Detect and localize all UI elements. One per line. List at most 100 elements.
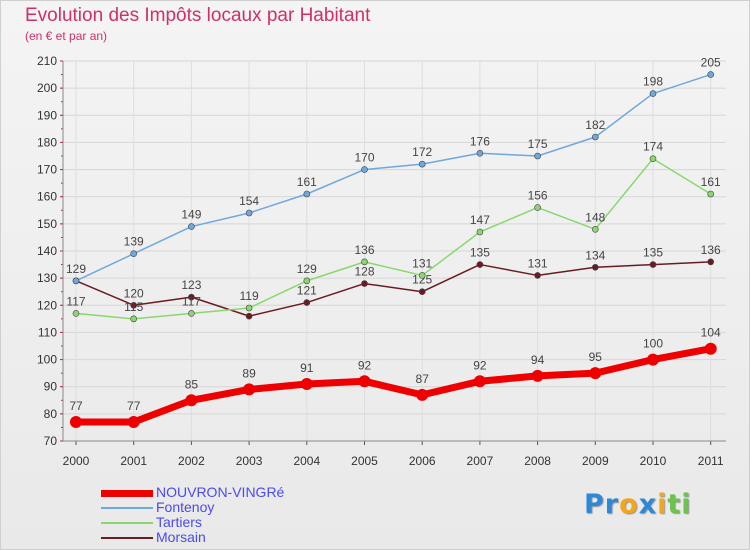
data-point <box>476 149 484 157</box>
data-label: 117 <box>66 294 85 308</box>
y-tick-label: 150 <box>37 217 57 231</box>
data-point <box>647 353 659 366</box>
x-tick-label: 2000 <box>63 454 90 468</box>
legend-item: NOUVRON-VINGRé <box>101 484 341 500</box>
data-label: 154 <box>239 194 259 208</box>
data-label: 128 <box>354 265 374 279</box>
data-point <box>188 293 195 301</box>
x-tick-label: 2008 <box>524 454 551 468</box>
data-label: 135 <box>470 246 490 260</box>
data-point <box>303 299 311 306</box>
data-label: 94 <box>531 353 545 367</box>
logo-letter: i <box>657 489 668 520</box>
legend-item: Morsain <box>101 529 341 545</box>
series-line <box>75 261 711 317</box>
data-label: 172 <box>412 145 432 159</box>
data-point <box>473 375 486 388</box>
data-point <box>704 342 717 355</box>
x-tick-label: 2007 <box>467 454 494 468</box>
data-point <box>130 250 137 258</box>
data-label: 125 <box>412 273 432 287</box>
data-label: 91 <box>300 361 314 375</box>
x-tick-label: 2004 <box>293 454 320 468</box>
data-label: 117 <box>182 294 201 308</box>
data-point <box>245 312 253 320</box>
data-label: 92 <box>473 358 487 372</box>
data-point <box>534 204 541 211</box>
y-tick-label: 100 <box>37 353 57 367</box>
data-point <box>130 315 137 323</box>
data-point <box>245 209 253 217</box>
data-label: 148 <box>585 210 605 224</box>
x-tick-label: 2005 <box>351 454 378 468</box>
data-point <box>127 416 140 428</box>
data-label: 174 <box>643 140 663 154</box>
data-point <box>418 160 426 168</box>
logo-letter: t <box>667 489 682 520</box>
y-tick-label: 170 <box>37 163 57 177</box>
data-label: 136 <box>354 243 374 257</box>
data-point <box>589 367 602 380</box>
data-point <box>243 383 256 396</box>
data-point <box>649 261 657 268</box>
legend-item: Tartiers <box>101 514 341 530</box>
data-point <box>707 71 715 78</box>
data-point <box>476 228 484 236</box>
data-point <box>534 272 541 279</box>
x-tick-label: 2006 <box>409 454 436 468</box>
logo-letter: x <box>638 489 658 520</box>
data-point <box>591 133 599 141</box>
y-tick-label: 190 <box>37 108 57 122</box>
data-label: 161 <box>701 175 721 189</box>
y-tick-label: 130 <box>37 271 57 285</box>
legend-label: Morsain <box>156 529 206 545</box>
data-point <box>188 310 195 317</box>
x-tick-label: 2010 <box>640 454 667 468</box>
data-label: 135 <box>643 246 663 260</box>
x-tick-label: 2011 <box>698 454 724 468</box>
legend-swatch <box>101 507 153 509</box>
data-label: 147 <box>470 213 490 227</box>
data-point <box>300 378 313 390</box>
data-point <box>361 258 368 266</box>
x-tick-label: 2003 <box>236 454 263 468</box>
data-label: 205 <box>701 56 721 70</box>
data-point <box>303 277 311 285</box>
data-label: 119 <box>240 289 259 303</box>
data-label: 104 <box>701 326 721 340</box>
data-label: 115 <box>124 300 143 314</box>
data-label: 156 <box>528 189 548 203</box>
y-tick-label: 180 <box>37 135 57 149</box>
data-label: 100 <box>643 337 663 351</box>
legend-swatch <box>101 522 153 524</box>
data-point <box>72 310 80 317</box>
data-label: 182 <box>585 118 605 132</box>
data-point <box>245 304 253 312</box>
x-tick-label: 2002 <box>178 454 205 468</box>
data-label: 129 <box>297 262 317 276</box>
legend-item: Fontenoy <box>101 499 341 515</box>
data-point <box>361 280 368 287</box>
series-line <box>75 73 711 282</box>
data-point <box>707 190 715 198</box>
data-point <box>476 261 484 268</box>
data-label: 175 <box>528 137 548 151</box>
data-point <box>416 388 429 401</box>
data-label: 131 <box>528 256 548 270</box>
data-point <box>418 272 426 279</box>
data-point <box>361 166 368 173</box>
y-tick-label: 80 <box>44 407 58 421</box>
data-point <box>649 155 657 163</box>
legend: NOUVRON-VINGRé Fontenoy Tartiers Morsain <box>101 484 341 545</box>
logo-letter: r <box>604 489 620 520</box>
data-point <box>188 223 195 230</box>
data-label: 139 <box>124 235 144 249</box>
x-tick-label: 2001 <box>120 454 147 468</box>
data-point <box>418 288 426 296</box>
logo-letter: P <box>584 489 605 520</box>
data-point <box>534 152 541 160</box>
data-point <box>72 277 80 285</box>
data-point <box>649 90 657 97</box>
data-label: 136 <box>701 243 721 257</box>
